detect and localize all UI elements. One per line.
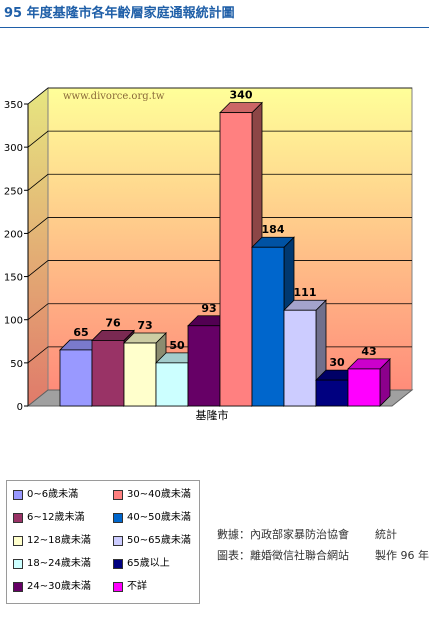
legend-label: 40~50歲未滿 — [127, 512, 191, 523]
source-chart-label: 圖表：離婚徵信社聯合網站 — [217, 549, 349, 562]
source-data-suffix: 統計 — [375, 528, 397, 541]
y-tick-label: 0 — [17, 402, 23, 413]
legend-label: 50~65歲未滿 — [127, 535, 191, 546]
legend-label: 6~12歲未滿 — [27, 512, 85, 523]
legend-swatch — [13, 513, 23, 523]
data-label: 30 — [329, 356, 345, 369]
legend-swatch — [13, 536, 23, 546]
legend-swatch — [113, 559, 123, 569]
data-label: 111 — [294, 286, 317, 299]
legend-swatch — [113, 513, 123, 523]
data-label: 43 — [361, 345, 376, 358]
legend-label: 30~40歲未滿 — [127, 489, 191, 500]
legend-swatch — [13, 490, 23, 500]
bar-chart: 050100150200250300350www.divorce.org.tw … — [4, 86, 414, 422]
y-tick-label: 300 — [4, 143, 23, 154]
legend-swatch — [13, 559, 23, 569]
legend-label: 18~24歲未滿 — [27, 558, 91, 569]
source-data-label: 數據：內政部家暴防治協會 — [217, 528, 349, 541]
gridline — [27, 130, 412, 148]
bar-front — [155, 362, 189, 407]
chart-side-wall — [27, 86, 49, 408]
legend-label: 0~6歲未滿 — [27, 489, 79, 500]
data-label: 184 — [262, 223, 285, 236]
legend-swatch — [113, 582, 123, 592]
gridline — [27, 173, 412, 191]
data-label: 76 — [105, 316, 121, 329]
legend-label: 12~18歲未滿 — [27, 535, 91, 546]
legend-swatch — [113, 490, 123, 500]
bar-front — [347, 368, 381, 407]
bar-front — [219, 112, 253, 407]
watermark: www.divorce.org.tw — [63, 91, 165, 102]
bar — [347, 357, 391, 407]
y-tick-label: 150 — [4, 273, 23, 284]
data-label: 73 — [137, 319, 152, 332]
bar-front — [187, 325, 221, 407]
gridline — [27, 87, 412, 105]
data-label: 50 — [169, 339, 185, 352]
y-tick-label: 100 — [4, 316, 23, 327]
x-tick-label: 基隆市 — [196, 408, 229, 422]
data-label: 65 — [73, 326, 88, 339]
bar-front — [315, 379, 349, 407]
bar-front — [283, 309, 317, 407]
bar-front — [123, 342, 157, 407]
page-title: 95 年度基隆市各年齡層家庭通報統計圖 — [4, 6, 235, 21]
legend-swatch — [13, 582, 23, 592]
legend-swatch — [113, 536, 123, 546]
data-label: 93 — [201, 302, 216, 315]
bar-front — [59, 349, 93, 407]
legend-label: 不詳 — [127, 581, 147, 592]
y-tick-label: 350 — [4, 100, 23, 111]
title-divider — [0, 27, 429, 28]
source-chart-suffix: 製作 96 年 — [375, 549, 429, 562]
bar-front — [91, 340, 125, 407]
y-tick-label: 250 — [4, 186, 23, 197]
gridline — [27, 217, 412, 234]
y-tick-label: 200 — [4, 229, 23, 240]
legend-label: 24~30歲未滿 — [27, 581, 91, 592]
y-tick-label: 50 — [10, 359, 23, 370]
data-label: 340 — [230, 89, 253, 102]
legend: 0~6歲未滿 6~12歲未滿 12~18歲未滿 18~24歲未滿 24~30歲未滿 30~… — [6, 480, 200, 604]
bar-front — [251, 246, 285, 407]
legend-label: 65歲以上 — [127, 558, 170, 569]
